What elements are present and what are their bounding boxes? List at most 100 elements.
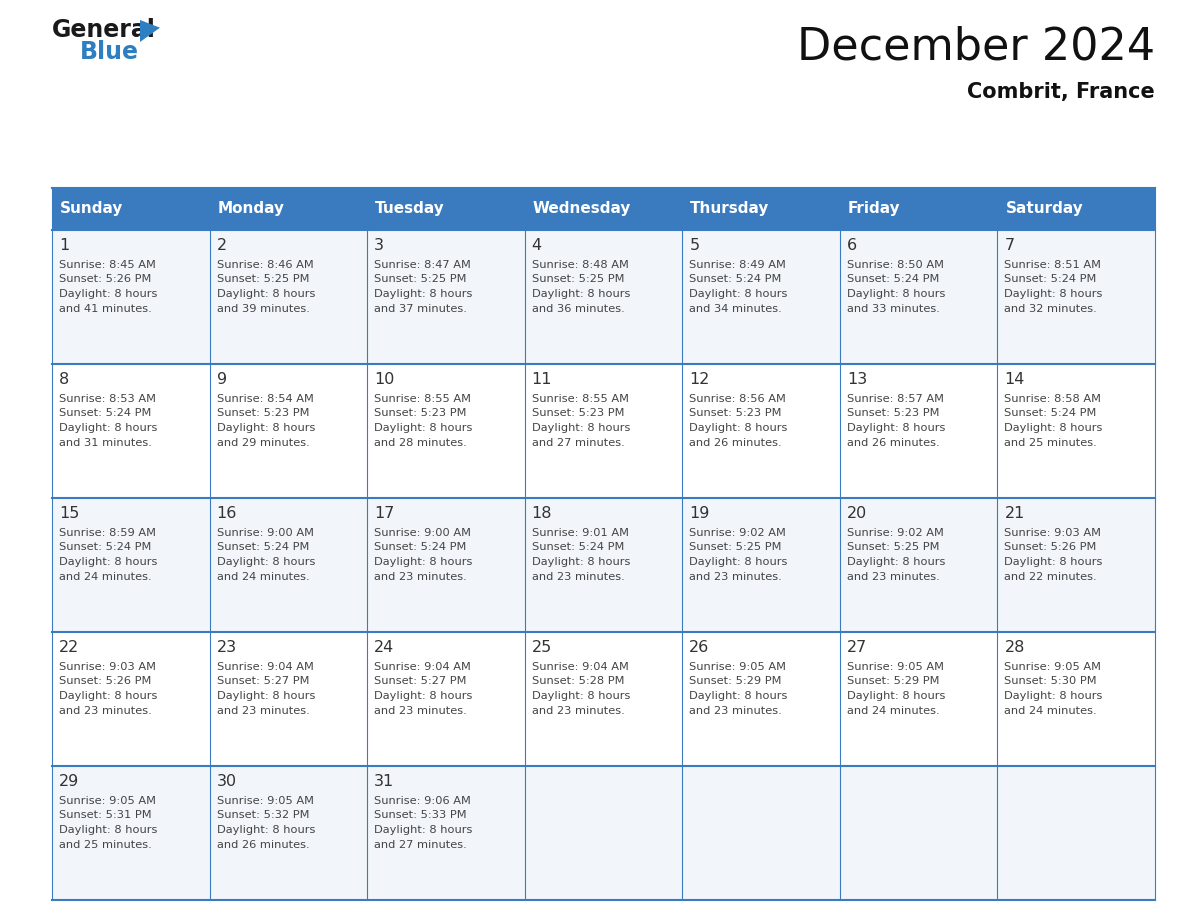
Text: and 23 minutes.: and 23 minutes. <box>59 706 152 715</box>
Text: Sunrise: 9:02 AM: Sunrise: 9:02 AM <box>689 528 786 538</box>
Text: and 24 minutes.: and 24 minutes. <box>847 706 940 715</box>
Text: 6: 6 <box>847 238 857 253</box>
Text: Sunrise: 9:05 AM: Sunrise: 9:05 AM <box>847 662 943 672</box>
Text: Sunset: 5:23 PM: Sunset: 5:23 PM <box>689 409 782 419</box>
Text: 30: 30 <box>216 774 236 789</box>
Text: Daylight: 8 hours: Daylight: 8 hours <box>216 557 315 567</box>
Text: 12: 12 <box>689 372 709 387</box>
Text: and 24 minutes.: and 24 minutes. <box>1004 706 1097 715</box>
Text: and 23 minutes.: and 23 minutes. <box>374 572 467 581</box>
Text: Sunrise: 9:00 AM: Sunrise: 9:00 AM <box>216 528 314 538</box>
Bar <box>998 188 1155 230</box>
Text: Sunset: 5:24 PM: Sunset: 5:24 PM <box>1004 274 1097 285</box>
Text: Sunrise: 8:47 AM: Sunrise: 8:47 AM <box>374 260 470 270</box>
Text: Daylight: 8 hours: Daylight: 8 hours <box>532 423 630 433</box>
Bar <box>209 230 367 364</box>
Text: and 37 minutes.: and 37 minutes. <box>374 304 467 314</box>
Text: Sunrise: 8:54 AM: Sunrise: 8:54 AM <box>216 394 314 404</box>
Text: Combrit, France: Combrit, France <box>967 82 1155 102</box>
Bar <box>209 498 367 632</box>
Bar <box>840 632 998 766</box>
Text: Daylight: 8 hours: Daylight: 8 hours <box>216 825 315 835</box>
Bar <box>525 230 682 364</box>
Bar <box>52 188 209 230</box>
Text: and 28 minutes.: and 28 minutes. <box>374 438 467 447</box>
Text: 21: 21 <box>1004 506 1025 521</box>
Text: and 26 minutes.: and 26 minutes. <box>689 438 782 447</box>
Text: and 24 minutes.: and 24 minutes. <box>59 572 152 581</box>
Bar <box>525 632 682 766</box>
Text: and 34 minutes.: and 34 minutes. <box>689 304 782 314</box>
Text: Daylight: 8 hours: Daylight: 8 hours <box>1004 289 1102 299</box>
Text: Sunset: 5:30 PM: Sunset: 5:30 PM <box>1004 677 1097 687</box>
Text: 29: 29 <box>59 774 80 789</box>
Text: and 23 minutes.: and 23 minutes. <box>216 706 309 715</box>
Text: Daylight: 8 hours: Daylight: 8 hours <box>689 289 788 299</box>
Text: and 25 minutes.: and 25 minutes. <box>1004 438 1098 447</box>
Bar <box>209 364 367 498</box>
Text: Sunset: 5:24 PM: Sunset: 5:24 PM <box>847 274 940 285</box>
Text: Sunset: 5:31 PM: Sunset: 5:31 PM <box>59 811 152 821</box>
Text: 9: 9 <box>216 372 227 387</box>
Text: and 29 minutes.: and 29 minutes. <box>216 438 309 447</box>
Text: 19: 19 <box>689 506 709 521</box>
Text: Sunrise: 8:51 AM: Sunrise: 8:51 AM <box>1004 260 1101 270</box>
Text: and 27 minutes.: and 27 minutes. <box>532 438 625 447</box>
Text: 16: 16 <box>216 506 236 521</box>
Text: Sunrise: 9:05 AM: Sunrise: 9:05 AM <box>689 662 786 672</box>
Text: and 31 minutes.: and 31 minutes. <box>59 438 152 447</box>
Text: Sunrise: 9:05 AM: Sunrise: 9:05 AM <box>1004 662 1101 672</box>
Text: Sunrise: 8:53 AM: Sunrise: 8:53 AM <box>59 394 156 404</box>
Text: Sunrise: 9:04 AM: Sunrise: 9:04 AM <box>374 662 470 672</box>
Bar <box>52 230 209 364</box>
Bar <box>367 632 525 766</box>
Text: Sunset: 5:32 PM: Sunset: 5:32 PM <box>216 811 309 821</box>
Text: Daylight: 8 hours: Daylight: 8 hours <box>374 423 473 433</box>
Text: Daylight: 8 hours: Daylight: 8 hours <box>1004 423 1102 433</box>
Text: 8: 8 <box>59 372 69 387</box>
Bar <box>525 364 682 498</box>
Text: Sunset: 5:25 PM: Sunset: 5:25 PM <box>689 543 782 553</box>
Text: Sunrise: 8:45 AM: Sunrise: 8:45 AM <box>59 260 156 270</box>
Text: Daylight: 8 hours: Daylight: 8 hours <box>59 289 157 299</box>
Bar <box>998 230 1155 364</box>
Bar <box>209 188 367 230</box>
Bar <box>367 766 525 900</box>
Text: and 41 minutes.: and 41 minutes. <box>59 304 152 314</box>
Text: 11: 11 <box>532 372 552 387</box>
Bar <box>52 498 209 632</box>
Text: Daylight: 8 hours: Daylight: 8 hours <box>374 825 473 835</box>
Text: December 2024: December 2024 <box>797 25 1155 68</box>
Polygon shape <box>140 20 160 42</box>
Bar <box>367 230 525 364</box>
Text: and 32 minutes.: and 32 minutes. <box>1004 304 1098 314</box>
Bar <box>525 498 682 632</box>
Text: Daylight: 8 hours: Daylight: 8 hours <box>532 691 630 701</box>
Text: Daylight: 8 hours: Daylight: 8 hours <box>59 423 157 433</box>
Text: Sunrise: 8:50 AM: Sunrise: 8:50 AM <box>847 260 943 270</box>
Text: Sunrise: 8:49 AM: Sunrise: 8:49 AM <box>689 260 786 270</box>
Text: 17: 17 <box>374 506 394 521</box>
Text: 27: 27 <box>847 640 867 655</box>
Text: Sunset: 5:28 PM: Sunset: 5:28 PM <box>532 677 624 687</box>
Text: 3: 3 <box>374 238 384 253</box>
Text: and 23 minutes.: and 23 minutes. <box>689 706 782 715</box>
Bar <box>998 364 1155 498</box>
Text: 18: 18 <box>532 506 552 521</box>
Text: Daylight: 8 hours: Daylight: 8 hours <box>216 423 315 433</box>
Text: Monday: Monday <box>217 201 285 217</box>
Text: Daylight: 8 hours: Daylight: 8 hours <box>59 825 157 835</box>
Text: Friday: Friday <box>848 201 901 217</box>
Text: and 23 minutes.: and 23 minutes. <box>847 572 940 581</box>
Text: Daylight: 8 hours: Daylight: 8 hours <box>374 691 473 701</box>
Text: Sunrise: 9:06 AM: Sunrise: 9:06 AM <box>374 796 470 806</box>
Text: 10: 10 <box>374 372 394 387</box>
Text: Sunrise: 8:55 AM: Sunrise: 8:55 AM <box>374 394 472 404</box>
Text: Sunset: 5:27 PM: Sunset: 5:27 PM <box>374 677 467 687</box>
Text: 26: 26 <box>689 640 709 655</box>
Text: Sunset: 5:23 PM: Sunset: 5:23 PM <box>374 409 467 419</box>
Text: Daylight: 8 hours: Daylight: 8 hours <box>374 557 473 567</box>
Text: Sunset: 5:25 PM: Sunset: 5:25 PM <box>847 543 940 553</box>
Text: Sunrise: 9:05 AM: Sunrise: 9:05 AM <box>216 796 314 806</box>
Text: and 33 minutes.: and 33 minutes. <box>847 304 940 314</box>
